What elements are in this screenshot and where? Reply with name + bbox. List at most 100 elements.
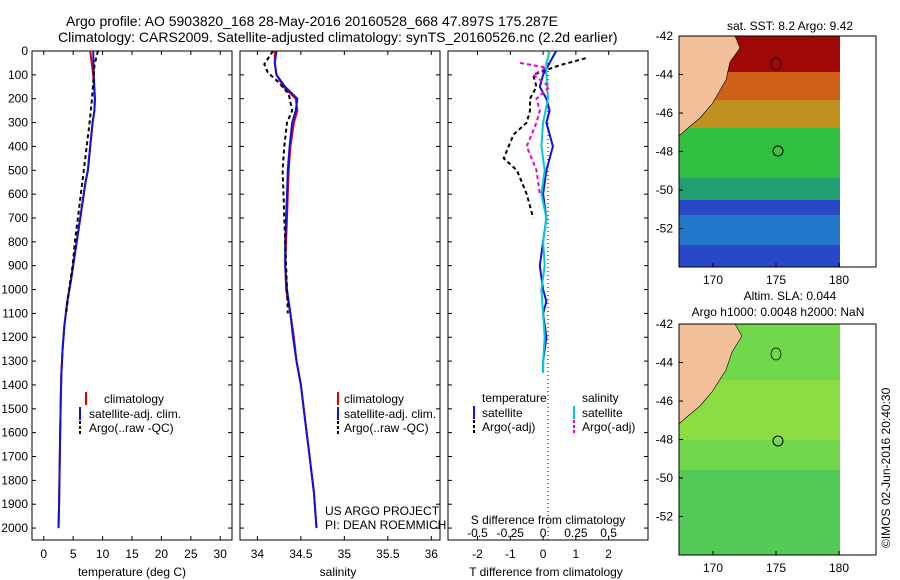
series-line (519, 61, 552, 195)
map-x-tick-label: 170 (703, 561, 723, 575)
sla-map-xticks: 170 175 180 (703, 551, 849, 575)
s-tick-label: -0.5 (467, 526, 488, 540)
map-y-tick-label: -48 (656, 433, 674, 447)
sst-cyan-streaks (679, 215, 840, 245)
depth-tick-label: 100 (8, 68, 28, 82)
depth-tick-label: 1500 (1, 402, 28, 416)
map-y-tick-label: -50 (656, 471, 674, 485)
x-tick-label: -2 (472, 547, 483, 561)
depth-tick-label: 1600 (1, 426, 28, 440)
depth-tick-label: 600 (8, 187, 28, 201)
map-x-tick-label: 175 (766, 561, 786, 575)
x-tick-label: -1 (505, 547, 516, 561)
difference-legend: temperature salinity satellite Argo(-adj… (473, 391, 635, 434)
salinity-ticks: 34 34.5 35 35.5 36 (251, 51, 439, 561)
map-y-tick-label: -46 (656, 106, 674, 120)
x-tick-label: 30 (214, 547, 228, 561)
map-y-tick-label: -52 (656, 510, 674, 524)
difference-panel: -2 -1 0 1 2 -0.5 -0.25 0 0.25 0.5 S difference f… (447, 50, 649, 579)
temperature-axes-frame (31, 50, 233, 541)
depth-tick-label: 400 (8, 139, 28, 153)
sst-map-title: sat. SST: 8.2 Argo: 9.42 (727, 19, 853, 33)
t-difference-ticks: -2 -1 0 1 2 (472, 51, 612, 561)
temperature-panel: 0100200300400500600700800900100011001200… (1, 44, 233, 579)
depth-tick-label: 1000 (1, 283, 28, 297)
x-tick-label: 36 (425, 547, 439, 561)
legend-satellite-adj: satellite-adj. clim. (344, 407, 436, 421)
temperature-ticks: 0 5 10 15 20 25 30 (40, 51, 227, 561)
map-x-tick-label: 170 (703, 273, 723, 287)
x-tick-label: 5 (70, 547, 77, 561)
legend-title-salinity: salinity (582, 391, 619, 405)
depth-tick-label: 900 (8, 259, 28, 273)
s-tick-label: 0.5 (600, 526, 617, 540)
x-tick-label: 15 (125, 547, 139, 561)
depth-tick-label: 1300 (1, 354, 28, 368)
series-line (263, 50, 294, 314)
series-line (65, 50, 99, 314)
salinity-axes-frame (239, 50, 441, 541)
x-tick-label: 2 (605, 547, 612, 561)
map-y-tick-label: -48 (656, 145, 674, 159)
depth-tick-label: 0 (21, 44, 28, 58)
salinity-series (263, 50, 318, 529)
s-tick-label: 0.25 (564, 526, 588, 540)
sst-map-xticks: 170 175 180 (703, 263, 849, 287)
legend-satellite-adj: satellite-adj. clim. (89, 407, 181, 421)
map-x-tick-label: 180 (829, 561, 849, 575)
map-y-tick-label: -46 (656, 394, 674, 408)
sla-map-title1: Altim. SLA: 0.044 (744, 289, 837, 303)
map-y-tick-label: -42 (656, 29, 674, 43)
x-tick-label: 0 (540, 547, 547, 561)
depth-tick-label: 200 (8, 92, 28, 106)
depth-tick-label: 1200 (1, 330, 28, 344)
depth-tick-label: 1100 (2, 306, 28, 320)
sla-map-title2: Argo h1000: 0.0048 h2000: NaN (692, 305, 865, 319)
depth-tick-label: 1400 (1, 378, 28, 392)
sst-map: sat. SST: 8.2 Argo: 9.42 -42 -44 -46 -48 -50… (656, 19, 877, 287)
depth-tick-label: 1900 (1, 497, 28, 511)
x-tick-label: 1 (573, 547, 580, 561)
sla-map-blank (840, 324, 876, 555)
legend-s-argo: Argo(-adj) (582, 420, 635, 434)
depth-tick-label: 800 (8, 235, 28, 249)
chatham-rise-contour (770, 347, 782, 361)
temperature-legend: climatology satellite-adj. clim. Argo(..… (79, 392, 181, 435)
legend-title-temperature: temperature (482, 391, 547, 405)
legend-s-satellite: satellite (582, 406, 623, 420)
depth-tick-label: 500 (8, 163, 28, 177)
map-x-tick-label: 180 (829, 273, 849, 287)
depth-tick-label: 300 (8, 116, 28, 130)
project-annotation: US ARGO PROJECT (325, 504, 440, 518)
land-mass (678, 35, 741, 137)
chatham-rise-contour (770, 57, 782, 71)
map-y-tick-label: -52 (656, 222, 674, 236)
depth-tick-label: 1700 (1, 450, 28, 464)
salinity-legend: climatology satellite-adj. clim. Argo(..… (337, 392, 436, 435)
argo-float-marker (772, 145, 784, 157)
x-tick-label: 25 (184, 547, 198, 561)
sst-map-blank (840, 36, 876, 267)
legend-t-argo: Argo(-adj) (482, 420, 535, 434)
header-line1: Argo profile: AO 5903820_168 28-May-2016… (66, 13, 558, 29)
map-y-tick-label: -44 (656, 68, 674, 82)
legend-argo: Argo(..raw -QC) (344, 421, 429, 435)
header-line2: Climatology: CARS2009. Satellite-adjuste… (58, 29, 618, 45)
salinity-panel: 34 34.5 35 35.5 36 salinity climatology sate… (239, 50, 446, 579)
map-y-tick-label: -42 (656, 317, 674, 331)
depth-ticks: 0 100 200 300 400 500 600 700 800 900 1000 1100 1200… (1, 44, 232, 535)
depth-tick-label: 2000 (1, 521, 28, 535)
legend-argo: Argo(..raw -QC) (89, 421, 174, 435)
x-tick-label: 0 (40, 547, 47, 561)
legend-t-satellite: satellite (482, 406, 523, 420)
t-difference-xlabel: T difference from climatology (469, 565, 623, 579)
salinity-xlabel: salinity (320, 565, 357, 579)
x-tick-label: 35.5 (376, 547, 400, 561)
land-mass (678, 323, 743, 425)
credit-text: ©IMOS 02-Jun-2016 20:40:30 (879, 387, 893, 548)
sla-map-yticks: -42 -44 -46 -48 -50 -52 (656, 317, 683, 524)
legend-climatology: climatology (344, 392, 404, 406)
x-tick-label: 10 (96, 547, 110, 561)
x-tick-label: 34.5 (289, 547, 313, 561)
